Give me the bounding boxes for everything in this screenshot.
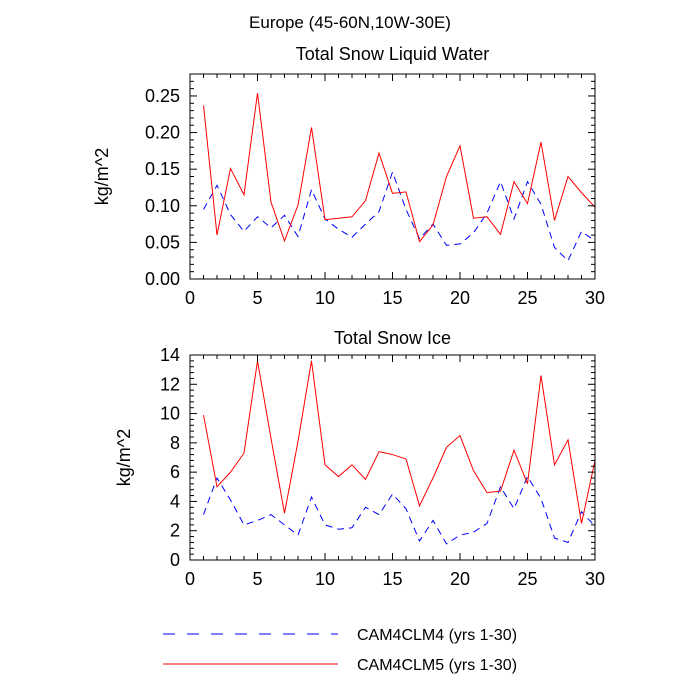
x-tick-label: 5 xyxy=(252,569,262,589)
y-tick-label: 0.00 xyxy=(145,269,180,289)
legend-label-cam4clm5: CAM4CLM5 (yrs 1-30) xyxy=(357,657,517,674)
y-tick-label: 10 xyxy=(160,404,180,424)
x-tick-label: 30 xyxy=(585,569,605,589)
y-tick-label: 4 xyxy=(170,491,180,511)
y-tick-label: 8 xyxy=(170,433,180,453)
y-tick-label: 0.20 xyxy=(145,123,180,143)
x-tick-label: 15 xyxy=(382,569,402,589)
y-axis-label: kg/m^2 xyxy=(114,429,134,486)
x-tick-label: 30 xyxy=(585,288,605,308)
y-tick-label: 0.05 xyxy=(145,232,180,252)
y-axis-label: kg/m^2 xyxy=(92,148,112,205)
chart-title-snow-ice: Total Snow Ice xyxy=(334,328,451,348)
plot-snow-ice: Total Snow Ice 0 5 10 15 20 25 30 0 2 4 6 8 10 12 14 kg/… xyxy=(114,328,605,589)
plot-snow-liquid-water: Total Snow Liquid Water 0 5 10 15 20 25 30 0.00 0… xyxy=(92,44,605,308)
y-tick-label: 0.15 xyxy=(145,159,180,179)
series-line-cam4clm4 xyxy=(203,170,595,262)
y-tick-label: 0.25 xyxy=(145,86,180,106)
series-group xyxy=(203,92,595,262)
y-tick-label: 2 xyxy=(170,521,180,541)
x-tick-label: 0 xyxy=(185,569,195,589)
y-tick-label: 6 xyxy=(170,462,180,482)
y-tick-label: 14 xyxy=(160,345,180,365)
series-line-cam4clm5 xyxy=(203,360,595,524)
x-tick-label: 5 xyxy=(252,288,262,308)
x-tick-label: 20 xyxy=(450,569,470,589)
figure-suptitle: Europe (45-60N,10W-30E) xyxy=(249,13,451,32)
legend-entry-cam4clm4: CAM4CLM4 (yrs 1-30) xyxy=(163,627,517,644)
x-tick-label: 10 xyxy=(315,569,335,589)
axes-frame xyxy=(189,73,596,280)
x-tick-label: 15 xyxy=(382,288,402,308)
legend-label-cam4clm4: CAM4CLM4 (yrs 1-30) xyxy=(357,627,517,644)
legend: CAM4CLM4 (yrs 1-30) CAM4CLM5 (yrs 1-30) xyxy=(163,627,517,674)
chart-title-snow-liquid-water: Total Snow Liquid Water xyxy=(296,44,489,64)
y-tick-label: 12 xyxy=(160,374,180,394)
x-tick-label: 20 xyxy=(450,288,470,308)
x-tick-label: 10 xyxy=(315,288,335,308)
legend-entry-cam4clm5: CAM4CLM5 (yrs 1-30) xyxy=(163,657,517,674)
axes-frame xyxy=(189,354,596,561)
y-tick-label: 0 xyxy=(170,550,180,570)
x-tick-label: 0 xyxy=(185,288,195,308)
y-tick-label: 0.10 xyxy=(145,196,180,216)
series-line-cam4clm5 xyxy=(203,92,595,243)
x-tick-label: 25 xyxy=(517,569,537,589)
series-line-cam4clm4 xyxy=(203,475,595,545)
x-tick-label: 25 xyxy=(517,288,537,308)
series-group xyxy=(203,360,595,545)
